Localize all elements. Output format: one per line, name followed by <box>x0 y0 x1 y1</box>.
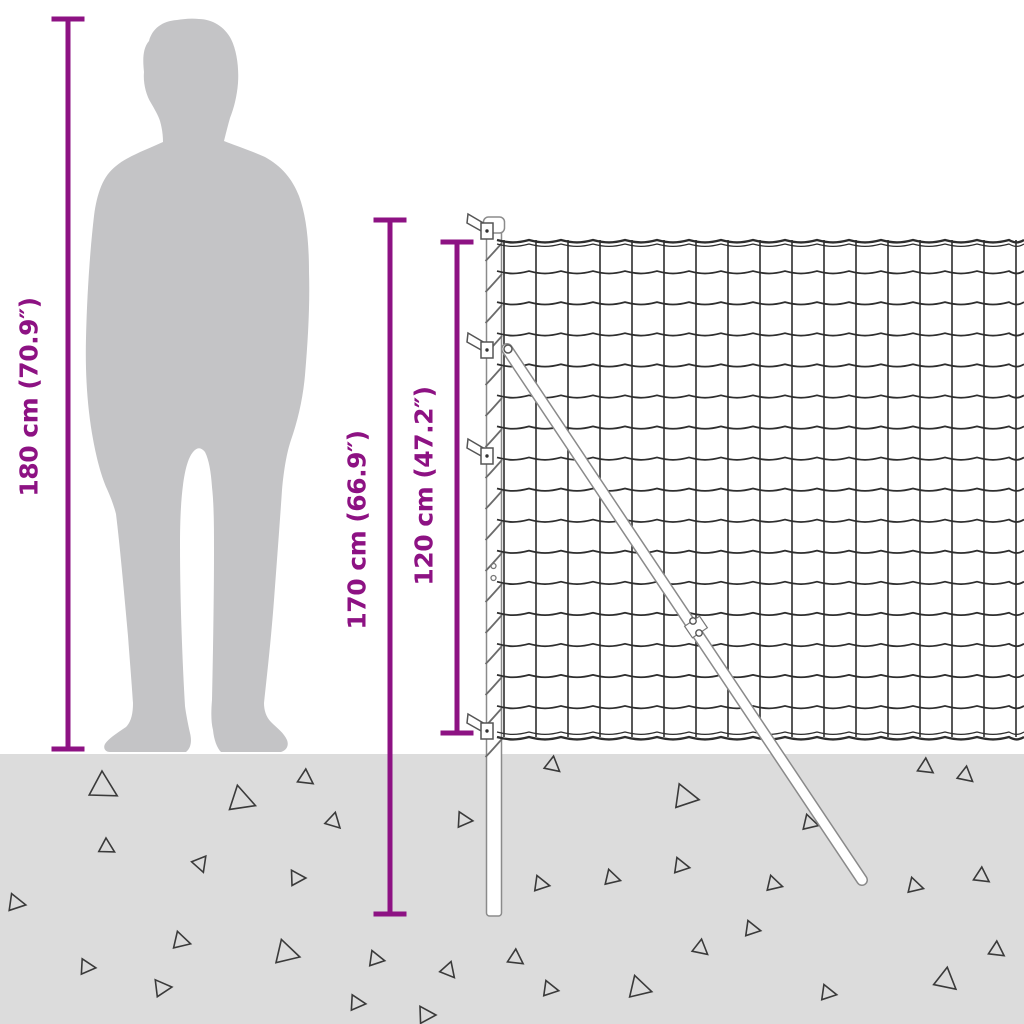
support-strut <box>501 343 868 886</box>
post-clamps <box>466 212 513 740</box>
fence-post <box>482 216 506 917</box>
measurement-lines <box>51 16 474 917</box>
post-total-length-label: 170 cm (66.9″) <box>342 430 372 630</box>
person-height-label: 180 cm (70.9″) <box>14 297 44 497</box>
ground-triangles <box>8 754 1006 1024</box>
fence-height-label: 120 cm (47.2″) <box>409 386 439 586</box>
ground <box>0 754 1024 1024</box>
fence-mesh <box>496 238 1024 741</box>
person-silhouette <box>85 18 310 752</box>
